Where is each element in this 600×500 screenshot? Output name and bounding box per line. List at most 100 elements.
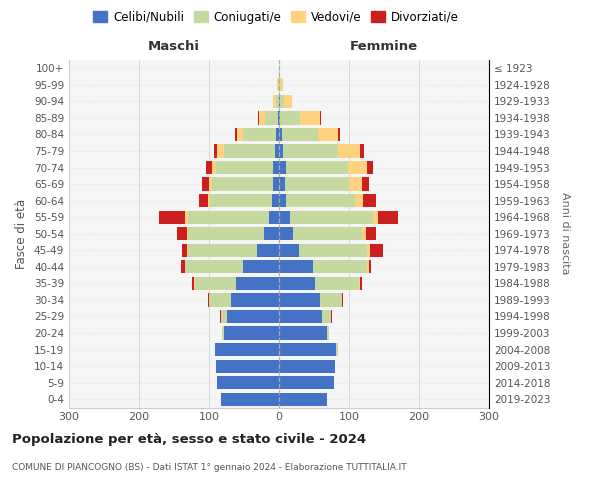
Bar xyxy=(279,277,316,290)
Bar xyxy=(217,144,224,158)
Bar xyxy=(212,161,216,174)
Bar xyxy=(279,112,280,124)
Bar xyxy=(279,178,284,190)
Bar xyxy=(282,128,318,141)
Bar xyxy=(279,161,286,174)
Bar xyxy=(313,260,367,274)
Text: Popolazione per età, sesso e stato civile - 2024: Popolazione per età, sesso e stato civil… xyxy=(12,432,366,446)
Bar xyxy=(278,112,279,124)
Bar xyxy=(293,227,362,240)
Bar xyxy=(347,161,367,174)
Bar xyxy=(188,210,269,224)
Bar xyxy=(278,78,279,92)
Bar xyxy=(265,112,278,124)
Bar xyxy=(359,277,362,290)
Bar xyxy=(274,95,276,108)
Bar xyxy=(367,260,368,274)
Bar xyxy=(367,244,370,257)
Bar xyxy=(284,95,292,108)
Bar xyxy=(290,210,373,224)
Bar xyxy=(280,112,300,124)
Text: Maschi: Maschi xyxy=(148,40,200,52)
Bar xyxy=(258,112,259,124)
Bar xyxy=(209,294,232,306)
Bar xyxy=(192,277,194,290)
Legend: Celibi/Nubili, Coniugati/e, Vedovi/e, Divorziati/e: Celibi/Nubili, Coniugati/e, Vedovi/e, Di… xyxy=(88,6,464,28)
Bar xyxy=(349,178,362,190)
Bar xyxy=(259,112,265,124)
Bar xyxy=(276,128,279,141)
Bar xyxy=(338,144,360,158)
Bar xyxy=(199,194,208,207)
Bar xyxy=(220,310,221,323)
Bar xyxy=(242,128,276,141)
Bar xyxy=(337,343,338,356)
Bar xyxy=(221,326,224,340)
Bar xyxy=(208,294,209,306)
Bar xyxy=(322,310,331,323)
Bar xyxy=(202,178,209,190)
Bar xyxy=(299,244,367,257)
Bar xyxy=(368,260,371,274)
Bar xyxy=(224,144,275,158)
Bar xyxy=(279,144,283,158)
Bar xyxy=(221,392,279,406)
Bar xyxy=(188,227,263,240)
Bar xyxy=(269,210,279,224)
Bar xyxy=(363,194,376,207)
Bar xyxy=(279,376,334,390)
Y-axis label: Fasce di età: Fasce di età xyxy=(16,198,28,269)
Bar xyxy=(181,260,185,274)
Bar xyxy=(283,144,338,158)
Bar xyxy=(221,310,227,323)
Bar xyxy=(279,310,322,323)
Bar xyxy=(360,144,364,158)
Bar xyxy=(194,277,195,290)
Bar xyxy=(316,277,359,290)
Bar xyxy=(373,210,379,224)
Bar xyxy=(216,360,279,373)
Bar xyxy=(195,277,236,290)
Bar xyxy=(370,244,383,257)
Bar xyxy=(274,161,279,174)
Bar xyxy=(367,161,373,174)
Bar xyxy=(187,227,188,240)
Bar xyxy=(214,144,217,158)
Bar xyxy=(280,95,284,108)
Bar xyxy=(279,244,299,257)
Bar xyxy=(208,194,211,207)
Bar xyxy=(284,178,349,190)
Text: Femmine: Femmine xyxy=(350,40,418,52)
Bar xyxy=(300,112,320,124)
Bar xyxy=(177,227,187,240)
Bar xyxy=(279,227,293,240)
Bar xyxy=(217,376,279,390)
Bar xyxy=(274,178,279,190)
Bar xyxy=(277,78,278,92)
Bar xyxy=(187,244,188,257)
Bar xyxy=(206,161,212,174)
Bar xyxy=(236,277,279,290)
Bar xyxy=(286,194,355,207)
Bar xyxy=(235,128,237,141)
Bar xyxy=(158,210,185,224)
Bar xyxy=(366,227,376,240)
Bar xyxy=(379,210,398,224)
Bar xyxy=(185,210,188,224)
Bar xyxy=(279,260,313,274)
Bar xyxy=(362,227,366,240)
Bar xyxy=(188,244,257,257)
Bar xyxy=(279,392,326,406)
Bar xyxy=(216,161,274,174)
Bar xyxy=(279,294,320,306)
Bar xyxy=(257,244,279,257)
Bar xyxy=(272,194,279,207)
Bar xyxy=(320,112,321,124)
Bar xyxy=(326,326,329,340)
Bar xyxy=(279,343,337,356)
Bar xyxy=(342,294,343,306)
Bar xyxy=(215,343,279,356)
Bar xyxy=(242,260,279,274)
Bar xyxy=(279,360,335,373)
Bar xyxy=(362,178,368,190)
